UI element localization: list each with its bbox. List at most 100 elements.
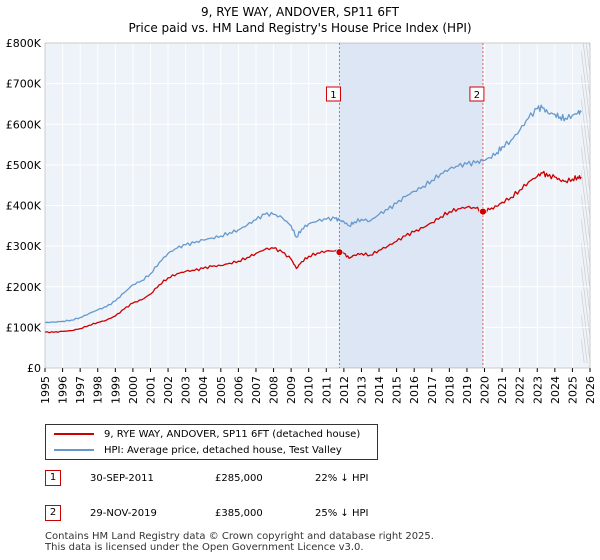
x-tick-label: 2025: [566, 376, 579, 404]
sale-label: 1: [330, 90, 336, 101]
y-tick-label: £400K: [6, 200, 42, 213]
price-chart: 9, RYE WAY, ANDOVER, SP11 6FT Price paid…: [6, 0, 600, 404]
future-hatch: [590, 0, 600, 43]
x-tick-label: 1996: [57, 376, 70, 404]
future-hatch: [581, 50, 590, 122]
future-hatch: [590, 0, 600, 43]
footer-line-1: Contains HM Land Registry data © Crown c…: [45, 531, 434, 542]
future-hatch: [585, 43, 590, 74]
x-tick-label: 2008: [268, 376, 281, 404]
legend-swatch-property: [54, 433, 94, 435]
future-hatch: [590, 0, 600, 43]
future-hatch: [581, 290, 590, 362]
x-tick-label: 2026: [584, 376, 597, 404]
future-hatch: [590, 0, 600, 43]
legend-swatch-hpi: [54, 449, 94, 451]
x-tick-label: 2009: [285, 376, 298, 404]
x-tick-label: 2018: [443, 376, 456, 404]
future-hatch: [590, 0, 600, 43]
footer: Contains HM Land Registry data © Crown c…: [45, 531, 434, 553]
future-hatch: [581, 194, 590, 266]
future-hatch: [582, 43, 590, 98]
x-tick-label: 1998: [92, 376, 105, 404]
future-hatch: [590, 0, 600, 43]
sale-date: 30-SEP-2011: [90, 473, 154, 484]
x-tick-label: 2000: [127, 376, 140, 404]
x-tick-label: 2005: [215, 376, 228, 404]
x-tick-label: 2024: [549, 376, 562, 404]
sale-point: [479, 207, 487, 216]
y-tick-label: £100K: [6, 321, 42, 334]
chart-title: 9, RYE WAY, ANDOVER, SP11 6FT: [201, 5, 400, 19]
x-tick-label: 2014: [373, 376, 386, 404]
sale-point: [335, 248, 344, 257]
x-tick-label: 1997: [74, 376, 87, 404]
footer-line-2: This data is licensed under the Open Gov…: [45, 542, 364, 553]
sale-label-box: [325, 86, 341, 102]
y-tick-label: £600K: [6, 118, 42, 131]
sale-badge: 1: [45, 470, 61, 486]
x-tick-label: 1995: [39, 376, 52, 404]
y-tick-label: £800K: [6, 37, 42, 50]
future-hatch: [590, 0, 600, 43]
x-tick-label: 2017: [426, 376, 439, 404]
legend-label-property: 9, RYE WAY, ANDOVER, SP11 6FT (detached …: [104, 429, 361, 440]
x-tick-label: 2007: [250, 376, 263, 404]
future-hatch: [590, 0, 600, 43]
sale-price: £285,000: [215, 473, 263, 484]
x-tick-label: 2004: [197, 376, 210, 404]
sale-hpi-diff: 22% ↓ HPI: [315, 473, 369, 484]
legend-label-hpi: HPI: Average price, detached house, Test…: [104, 445, 342, 456]
x-tick-label: 2015: [391, 376, 404, 404]
y-tick-label: £0: [27, 362, 41, 375]
sale-price: £385,000: [215, 508, 263, 519]
plot-area: [45, 0, 600, 368]
future-hatch: [581, 98, 590, 170]
future-hatch: [590, 0, 600, 43]
y-tick-label: £700K: [6, 78, 42, 91]
future-hatch: [590, 0, 600, 43]
sale-label: 2: [474, 90, 480, 101]
future-hatch: [590, 25, 592, 43]
x-tick-label: 2016: [408, 376, 421, 404]
x-tick-label: 2001: [144, 376, 157, 404]
future-hatch: [590, 1, 595, 43]
sale-date: 29-NOV-2019: [90, 508, 157, 519]
x-tick-label: 2002: [162, 376, 175, 404]
future-hatch: [581, 266, 590, 338]
future-hatch: [590, 0, 600, 43]
sale-badge: 2: [45, 505, 61, 521]
y-tick-label: £300K: [6, 240, 42, 253]
x-tick-label: 2003: [180, 376, 193, 404]
future-hatch: [581, 170, 590, 242]
x-tick-label: 2021: [496, 376, 509, 404]
axes: £0 £100K £200K £300K £400K £500K £600K £700K £80…: [6, 37, 597, 404]
x-tick-label: 1999: [109, 376, 122, 404]
future-hatch: [590, 0, 600, 43]
future-hatch: [581, 218, 590, 290]
plot-border: [44, 42, 591, 369]
property-price-line: [44, 170, 582, 334]
future-hatch: [590, 0, 600, 43]
x-tick-label: 2011: [320, 376, 333, 404]
legend: 9, RYE WAY, ANDOVER, SP11 6FT (detached …: [45, 424, 378, 460]
sale-label-box: [469, 86, 485, 102]
future-hatch: [581, 242, 590, 314]
shaded-period: [339, 43, 483, 368]
sale-hpi-diff: 25% ↓ HPI: [315, 508, 369, 519]
future-hatch: [590, 0, 600, 43]
hpi-line: [44, 104, 582, 324]
x-tick-label: 2006: [232, 376, 245, 404]
x-tick-label: 2012: [338, 376, 351, 404]
x-tick-label: 2023: [531, 376, 544, 404]
future-hatch: [590, 0, 600, 43]
legend-item-property: 9, RYE WAY, ANDOVER, SP11 6FT (detached …: [54, 427, 360, 443]
legend-item-hpi: HPI: Average price, detached house, Test…: [54, 443, 342, 459]
x-tick-label: 2022: [514, 376, 527, 404]
future-hatch: [590, 0, 600, 43]
x-tick-label: 2020: [479, 376, 492, 404]
y-tick-label: £500K: [6, 159, 42, 172]
future-hatch: [590, 0, 598, 43]
future-hatch: [590, 0, 600, 43]
